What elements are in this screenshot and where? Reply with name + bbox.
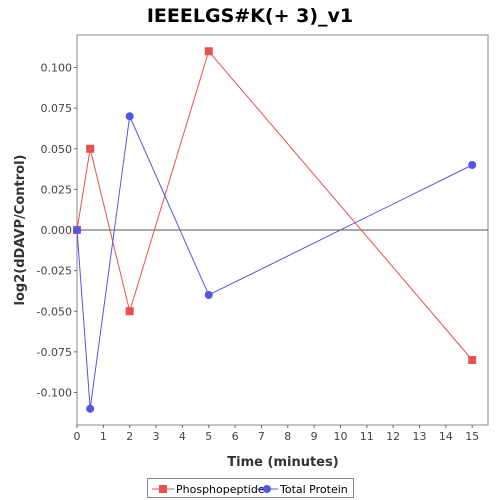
y-tick-label: -0.050 [37, 305, 72, 318]
legend-swatch-total-protein [256, 485, 278, 493]
data-point-total-protein [125, 112, 134, 121]
x-tick-label: 3 [153, 430, 160, 443]
y-tick-label: -0.025 [37, 265, 72, 278]
data-point-total-protein [204, 291, 213, 299]
legend-item-phosphopeptide: Phosphopeptide [152, 481, 265, 497]
y-tick-label: -0.100 [37, 387, 72, 400]
x-tick-label: 9 [311, 430, 318, 443]
chart-title: IEEELGS#K(+ 3)_v1 [147, 5, 353, 27]
x-tick-label: 13 [413, 430, 427, 443]
x-tick-label: 1 [100, 430, 107, 443]
data-point-total-protein [73, 226, 81, 234]
y-tick-label: 0.000 [41, 224, 73, 237]
legend-item-total-protein: Total Protein [256, 481, 348, 497]
data-point-total-protein [86, 404, 95, 413]
y-tick-label: 0.025 [41, 183, 73, 196]
legend-swatch-phosphopeptide [152, 485, 174, 493]
x-tick-label: 11 [360, 430, 374, 443]
y-tick-label: 0.100 [41, 62, 73, 75]
x-tick-label: 6 [232, 430, 239, 443]
data-point-phosphopeptide [86, 144, 95, 153]
legend-label-total-protein: Total Protein [280, 482, 348, 496]
legend: Phosphopeptide Total Protein [147, 478, 354, 498]
x-tick-label: 10 [333, 430, 347, 443]
data-point-phosphopeptide [204, 47, 213, 56]
data-point-phosphopeptide [468, 356, 477, 364]
x-tick-label: 2 [126, 430, 133, 443]
x-tick-label: 0 [74, 430, 81, 443]
y-tick-label: -0.075 [37, 346, 72, 359]
x-tick-label: 14 [439, 430, 453, 443]
series-layer [73, 47, 477, 413]
y-tick-label: 0.075 [41, 102, 73, 115]
x-tick-label: 7 [258, 430, 265, 443]
y-tick-label: 0.050 [41, 143, 73, 156]
x-axis-label: Time (minutes) [227, 455, 338, 470]
legend-label-phosphopeptide: Phosphopeptide [176, 482, 265, 496]
x-tick-label: 12 [386, 430, 400, 443]
y-axis-label: log2(dDAVP/Control) [13, 155, 28, 306]
data-point-total-protein [468, 161, 477, 169]
x-axis: 0 1 2 3 4 5 6 7 8 9 10 11 12 13 14 15 [74, 425, 479, 443]
x-tick-label: 4 [179, 430, 186, 443]
x-tick-label: 15 [465, 430, 479, 443]
data-point-phosphopeptide [125, 307, 134, 316]
x-tick-label: 5 [205, 430, 212, 443]
x-tick-label: 8 [284, 430, 291, 443]
y-axis: -0.100 -0.075 -0.050 -0.025 0.000 0.025 0.050 0… [37, 62, 77, 400]
